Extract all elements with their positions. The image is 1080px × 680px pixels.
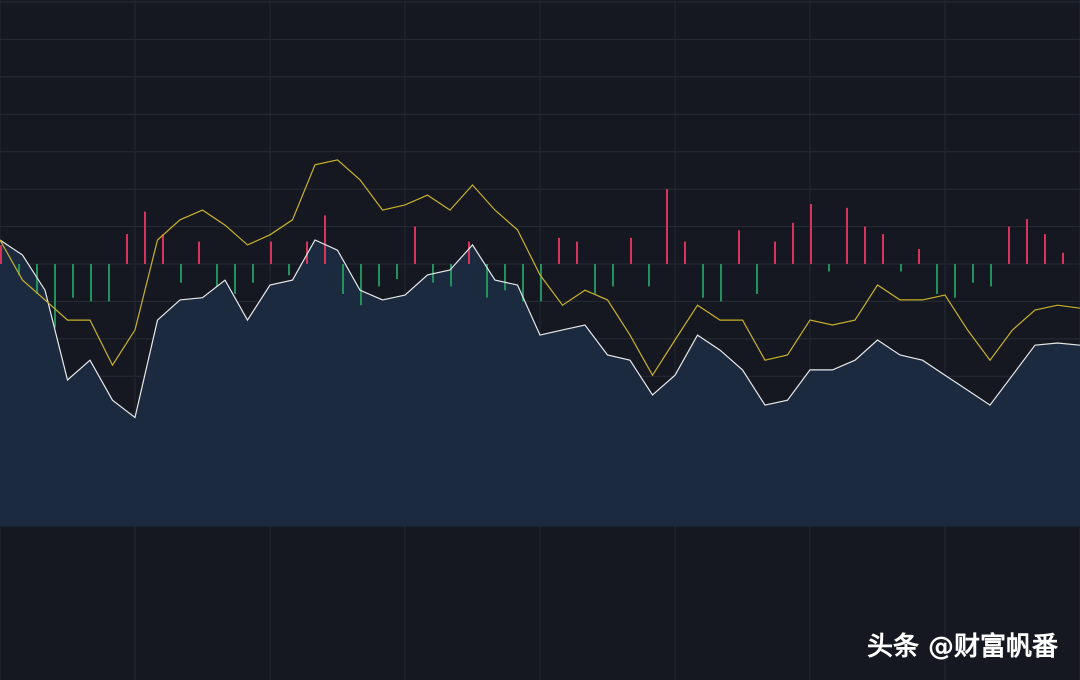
bar: [0, 245, 2, 264]
bar: [342, 264, 344, 294]
bar: [252, 264, 254, 283]
bar: [810, 204, 812, 264]
bar: [270, 241, 272, 264]
bar: [450, 264, 452, 287]
bar: [774, 241, 776, 264]
bar: [18, 264, 20, 276]
bar: [144, 211, 146, 264]
bar: [486, 264, 488, 298]
bar: [36, 264, 38, 294]
line: [0, 159, 1080, 377]
bar: [900, 264, 902, 272]
bar: [972, 264, 974, 283]
bar: [828, 264, 830, 272]
bar: [90, 264, 92, 302]
bar: [180, 264, 182, 283]
watermark: 头条 @财富帆番: [867, 631, 1059, 662]
bar: [468, 241, 470, 264]
bar: [1008, 226, 1010, 264]
bar: [738, 230, 740, 264]
bar: [126, 234, 128, 264]
bar: [504, 264, 506, 291]
bar: [396, 264, 398, 279]
bar: [954, 264, 956, 298]
bar: [198, 241, 200, 264]
bar: [684, 241, 686, 264]
bar: [414, 226, 416, 264]
bar: [324, 215, 326, 264]
bar: [1062, 252, 1064, 264]
bar: [306, 241, 308, 264]
bar: [648, 264, 650, 287]
bar: [216, 264, 218, 287]
bar: [666, 189, 668, 264]
bar: [234, 264, 236, 294]
bar: [108, 264, 110, 302]
bar: [522, 264, 524, 302]
bar: [990, 264, 992, 287]
bar: [558, 237, 560, 264]
bar: [630, 237, 632, 264]
bar: [540, 264, 542, 302]
bar: [882, 234, 884, 264]
bar: [756, 264, 758, 294]
bar: [936, 264, 938, 294]
bar: [162, 234, 164, 264]
line: [0, 239, 1080, 419]
area: [0, 240, 1080, 526]
bar: [1044, 234, 1046, 264]
bar: [288, 264, 290, 276]
bar: [576, 241, 578, 264]
bar: [54, 264, 56, 328]
bar: [594, 264, 596, 294]
bar: [612, 264, 614, 287]
bar: [918, 249, 920, 264]
bar: [72, 264, 74, 298]
bar: [702, 264, 704, 298]
bar: [792, 222, 794, 264]
plot: [0, 159, 1080, 526]
bar: [720, 264, 722, 302]
bar: [360, 264, 362, 306]
bar: [1026, 219, 1028, 264]
bar: [846, 207, 848, 264]
bar: [864, 226, 866, 264]
bar: [378, 264, 380, 287]
